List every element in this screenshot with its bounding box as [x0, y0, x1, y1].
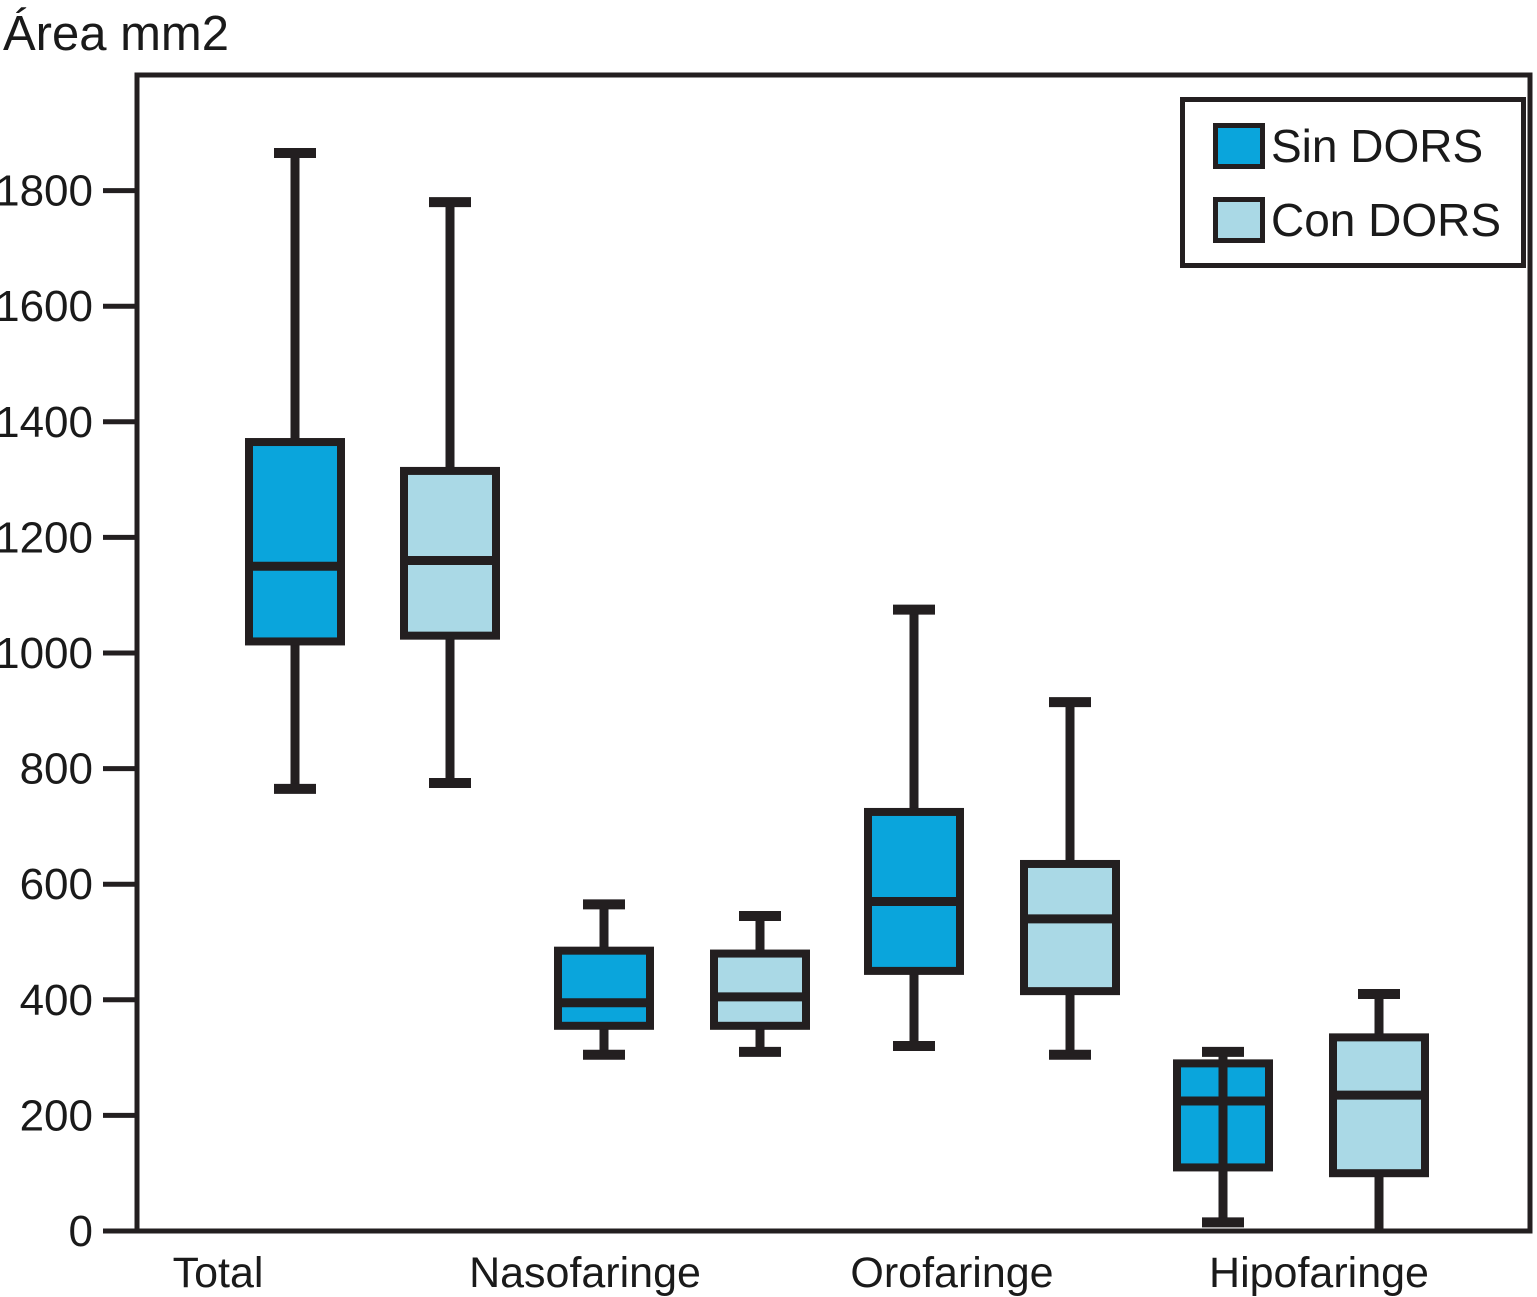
box-sin-orofaringe [864, 807, 964, 975]
x-axis-label: Nasofaringe [469, 1249, 701, 1297]
x-axis-label: Hipofaringe [1209, 1249, 1429, 1297]
y-axis-tick-label: 1800 [0, 167, 93, 216]
y-axis-tick-label: 0 [69, 1207, 93, 1256]
y-axis-tick-label: 600 [20, 860, 93, 909]
box-con-nasofaringe [710, 949, 810, 1030]
box-con-total [400, 466, 500, 640]
legend-label: Con DORS [1271, 193, 1502, 246]
legend-label: Sin DORS [1271, 119, 1484, 172]
y-axis-tick-label: 800 [20, 745, 93, 794]
y-axis-tick-label: 1400 [0, 398, 93, 447]
box-con-hipofaringe [1329, 1033, 1429, 1178]
y-axis-tick-label: 1000 [0, 629, 93, 678]
x-axis-label: Orofaringe [850, 1249, 1053, 1297]
y-axis-tick-label: 400 [20, 976, 93, 1025]
box-con-orofaringe [1020, 859, 1120, 996]
x-axis-label: Total [173, 1249, 264, 1297]
box-sin-total [245, 438, 345, 646]
legend-item-sin-dors: Sin DORS [1213, 119, 1521, 172]
chart-title: Área mm2 [3, 7, 230, 61]
legend-swatch-con-dors [1213, 196, 1265, 243]
legend: Sin DORS Con DORS [1180, 97, 1526, 268]
y-axis-tick-label: 1200 [0, 513, 93, 562]
box-sin-nasofaringe [554, 946, 654, 1030]
legend-swatch-sin-dors [1213, 122, 1265, 169]
y-axis-tick-label: 200 [20, 1091, 93, 1140]
legend-item-con-dors: Con DORS [1213, 193, 1521, 246]
y-axis-tick-label: 1600 [0, 282, 93, 331]
